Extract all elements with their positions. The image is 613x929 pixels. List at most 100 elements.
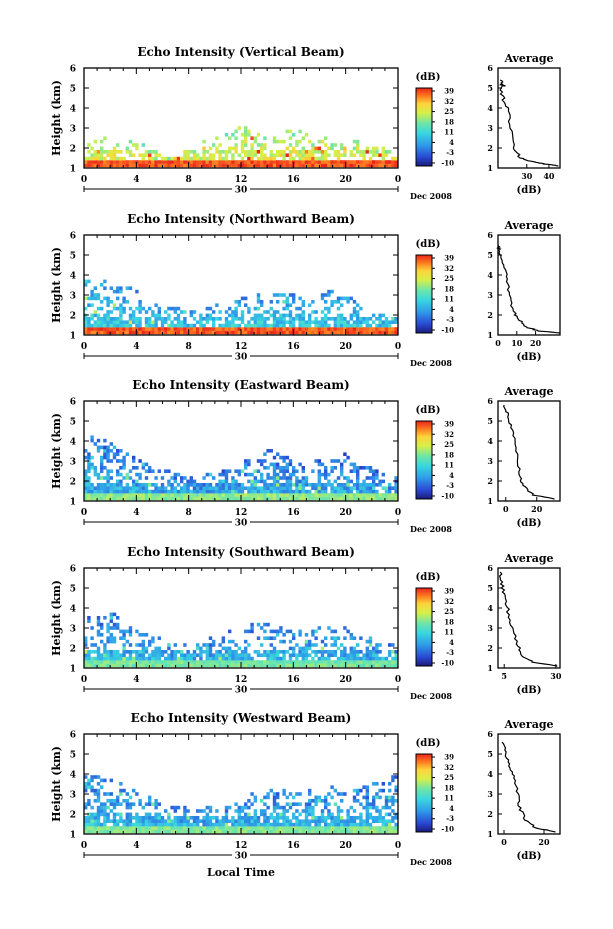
echo-cell [336, 829, 341, 834]
echo-cell [176, 313, 181, 318]
echo-cell [109, 327, 113, 331]
echo-cell [304, 660, 309, 664]
echo-cell [372, 826, 376, 830]
echo-cell [151, 310, 155, 314]
average-x-tick-label: 30 [521, 171, 533, 181]
echo-cell [100, 160, 104, 164]
echo-cell [148, 656, 152, 661]
echo-cell [141, 327, 145, 331]
echo-cell [208, 805, 213, 810]
echo-cell [276, 663, 280, 668]
echo-cell [109, 496, 113, 501]
echo-cell [119, 150, 123, 154]
echo-cell [112, 303, 117, 307]
echo-cell [218, 153, 222, 157]
echo-cell [234, 489, 238, 494]
echo-cell [196, 816, 200, 820]
echo-cell [122, 310, 126, 314]
echo-cell [116, 323, 120, 328]
echo-cell [170, 653, 174, 657]
average-x-tick-label: 0 [501, 837, 507, 847]
colorbar-tick-label: 18 [444, 117, 454, 126]
echo-cell [304, 153, 309, 157]
x-tick-label: 4 [133, 508, 139, 518]
echo-cell [119, 486, 123, 490]
average-y-tick-label: 3 [487, 789, 493, 799]
echo-cell [247, 496, 251, 501]
echo-cell [276, 819, 280, 823]
average-y-tick-label: 1 [487, 829, 493, 839]
echo-cell [96, 656, 101, 661]
echo-cell [365, 163, 369, 168]
echo-cell [90, 438, 94, 443]
echo-cell [356, 479, 360, 484]
echo-cell [381, 816, 385, 820]
echo-cell [269, 812, 273, 817]
echo-cell [100, 156, 104, 161]
echo-cell [141, 646, 145, 651]
echo-cell [93, 496, 97, 501]
echo-cell [93, 486, 97, 490]
echo-cell [266, 483, 270, 487]
echo-cell [160, 317, 165, 321]
echo-cell [151, 653, 155, 657]
echo-cell [100, 327, 104, 331]
average-x-tick-label: 20 [538, 837, 550, 847]
echo-cell [244, 153, 248, 157]
echo-cell [170, 489, 174, 494]
echo-cell [314, 636, 318, 640]
echo-cell [138, 327, 142, 331]
echo-cell [93, 150, 97, 154]
echo-cell [320, 156, 325, 161]
echo-cell [212, 489, 216, 494]
echo-cell [301, 826, 305, 830]
echo-cell [279, 153, 283, 157]
echo-cell [375, 829, 379, 834]
echo-cell [340, 829, 344, 834]
average-y-tick-label: 6 [487, 563, 493, 573]
echo-cell [317, 493, 321, 497]
echo-cell [138, 802, 142, 806]
echo-cell [173, 310, 177, 314]
echo-cell [173, 306, 177, 311]
echo-cell [266, 816, 270, 820]
echo-cell [356, 826, 360, 830]
echo-cell [298, 792, 302, 796]
echo-cell [282, 486, 286, 490]
echo-cell [253, 306, 257, 311]
echo-cell [87, 163, 91, 168]
echo-cell [304, 483, 309, 487]
echo-cell [317, 799, 321, 803]
echo-cell [148, 819, 152, 823]
echo-cell [308, 643, 312, 647]
echo-cell [292, 636, 296, 640]
echo-cell [240, 816, 245, 820]
echo-cell [234, 496, 238, 501]
echo-cell [250, 150, 254, 154]
echo-cell [106, 452, 110, 456]
echo-cell [231, 476, 235, 480]
echo-cell [148, 483, 152, 487]
echo-cell [164, 330, 168, 335]
echo-cell [317, 795, 321, 800]
echo-cell [282, 139, 286, 144]
echo-cell [346, 483, 350, 487]
echo-cell [250, 153, 254, 157]
echo-cell [247, 799, 251, 803]
echo-cell [164, 493, 168, 497]
echo-cell [352, 799, 357, 803]
echo-cell [356, 303, 360, 307]
echo-cell [199, 660, 203, 664]
echo-cell [87, 483, 91, 487]
average-frame [497, 67, 561, 169]
echo-cell [276, 323, 280, 328]
echo-cell [106, 660, 110, 664]
echo-cell [151, 663, 155, 668]
echo-cell [263, 650, 267, 654]
echo-cell [90, 489, 94, 494]
echo-cell [157, 636, 161, 640]
echo-cell [144, 317, 149, 321]
echo-cell [122, 489, 126, 494]
echo-cell [116, 799, 120, 803]
echo-cell [183, 150, 187, 154]
